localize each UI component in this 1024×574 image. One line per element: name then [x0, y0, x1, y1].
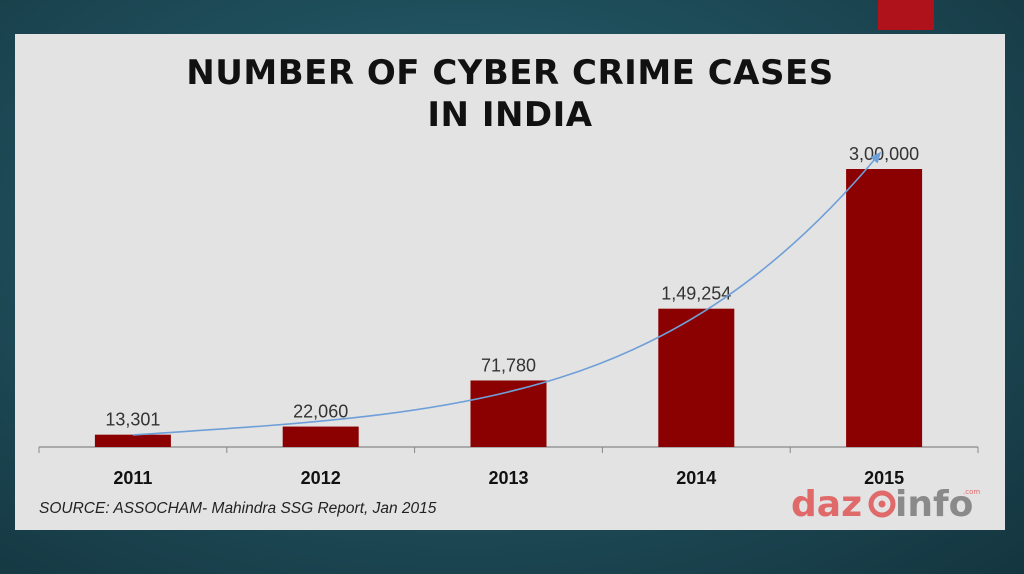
bar-chart: 13,301 2011 22,060 2012 71,780 2013 1,49,254 20… — [38, 144, 979, 488]
title-line-2: IN INDIA — [427, 95, 593, 135]
chart-panel: NUMBER OF CYBER CRIME CASES IN INDIA 13,… — [15, 34, 1005, 530]
bar — [658, 308, 735, 447]
svg-text:info: info — [895, 484, 973, 525]
data-label: 13,301 — [105, 410, 160, 430]
x-tick-label: 2015 — [864, 468, 904, 488]
bar — [846, 169, 923, 447]
data-label: 3,00,000 — [849, 144, 919, 164]
svg-text:.com: .com — [963, 488, 980, 496]
title-line-1: NUMBER OF CYBER CRIME CASES — [186, 53, 834, 93]
svg-text:daz: daz — [791, 484, 862, 525]
corner-accent — [878, 0, 934, 30]
source-note: SOURCE: ASSOCHAM- Mahindra SSG Report, J… — [39, 500, 437, 517]
bar — [470, 380, 547, 447]
dazeinfo-logo: daz info .com — [791, 484, 980, 525]
data-label: 71,780 — [481, 355, 536, 375]
x-tick-label: 2014 — [676, 468, 716, 488]
bar — [94, 434, 171, 447]
x-tick-label: 2013 — [488, 468, 528, 488]
x-tick-label: 2011 — [113, 468, 152, 488]
trend-arrow — [132, 151, 882, 436]
data-label: 1,49,254 — [661, 284, 731, 304]
x-tick-label: 2012 — [301, 468, 341, 488]
bar — [282, 426, 359, 447]
data-label: 22,060 — [293, 402, 348, 422]
chart-title: NUMBER OF CYBER CRIME CASES IN INDIA — [15, 52, 1005, 136]
